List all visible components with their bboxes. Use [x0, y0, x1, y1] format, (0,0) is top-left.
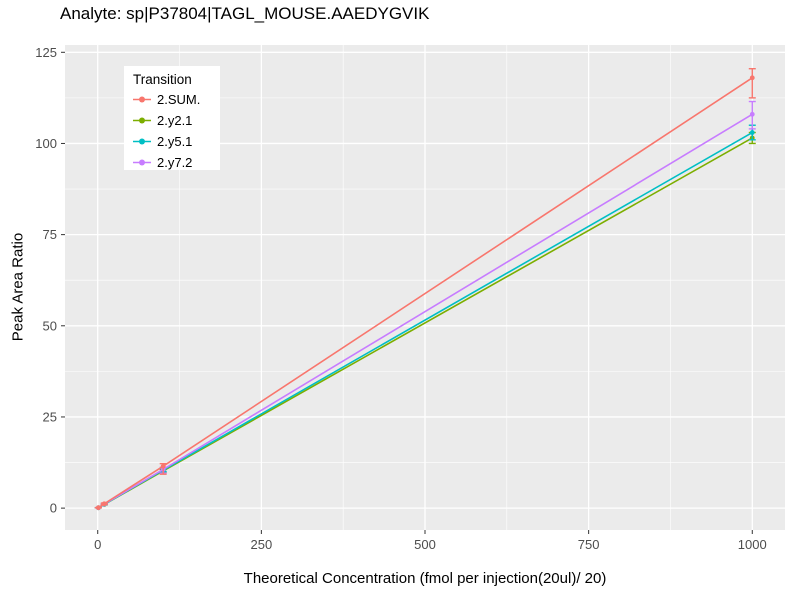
- legend-key-point: [139, 159, 145, 166]
- legend-entry-label: 2.y2.1: [157, 113, 192, 128]
- legend-key-point: [139, 138, 145, 145]
- chart-title: Analyte: sp|P37804|TAGL_MOUSE.AAEDYGVIK: [60, 4, 430, 23]
- series-line-2.SUM.: [97, 77, 753, 509]
- data-point-2.SUM.: [95, 505, 101, 511]
- data-point-2.y5.1: [749, 130, 755, 135]
- data-point-2.SUM.: [749, 75, 755, 81]
- x-tick-label: 0: [94, 537, 101, 552]
- x-tick-label: 1000: [738, 537, 767, 552]
- y-tick-label: 0: [50, 501, 57, 516]
- x-axis-label: Theoretical Concentration (fmol per inje…: [243, 570, 607, 587]
- y-tick-label: 25: [43, 409, 57, 424]
- y-tick-label: 125: [35, 45, 57, 60]
- data-point-2.SUM.: [160, 463, 166, 469]
- legend-entry-label: 2.SUM.: [157, 92, 200, 107]
- legend-title: Transition: [133, 72, 192, 87]
- x-tick-label: 750: [578, 537, 600, 552]
- data-point-2.y7.2: [749, 111, 755, 117]
- x-tick-label: 250: [251, 537, 273, 552]
- y-tick-label: 50: [43, 318, 57, 333]
- x-tick-label: 500: [414, 537, 436, 552]
- legend-entry-label: 2.y7.2: [157, 155, 192, 170]
- y-tick-label: 75: [43, 227, 57, 242]
- y-tick-label: 100: [35, 136, 57, 151]
- data-point-2.SUM.: [101, 501, 107, 507]
- legend-key-point: [139, 117, 145, 124]
- legend-entry-label: 2.y5.1: [157, 134, 192, 149]
- legend-key-point: [139, 96, 145, 103]
- legend-box: [124, 66, 220, 170]
